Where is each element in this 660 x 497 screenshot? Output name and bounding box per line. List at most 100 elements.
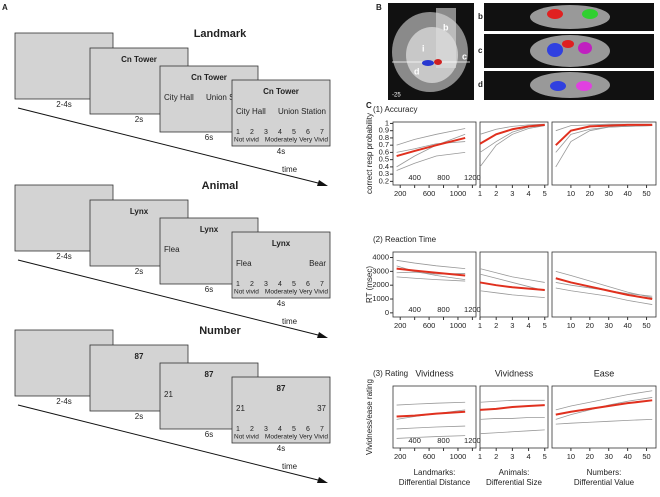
series-line xyxy=(396,425,466,430)
scale-anchor: Not vivid xyxy=(234,434,259,441)
time-arrow xyxy=(17,107,323,185)
series-line xyxy=(479,123,545,145)
row-heading: (1) Accuracy xyxy=(373,105,417,114)
scale-number: 6 xyxy=(306,426,310,433)
series-line xyxy=(479,268,545,283)
series-line xyxy=(396,267,466,277)
option: 21 xyxy=(164,390,173,399)
duration: 2-4s xyxy=(56,397,72,406)
brain-c xyxy=(530,35,610,67)
brain-d xyxy=(530,72,610,98)
panel-letter: B xyxy=(376,3,382,12)
scale-number: 4 xyxy=(278,426,282,433)
series-line xyxy=(479,429,545,435)
plot-frame xyxy=(392,121,477,186)
scale-number: 3 xyxy=(264,129,268,136)
scale-number: 4 xyxy=(278,129,282,136)
roi-label: d xyxy=(414,66,420,76)
scale-anchor: Very Vivid xyxy=(299,289,328,296)
y-tick-label: 0.2 xyxy=(379,176,389,185)
x-axis-label: Differential Size xyxy=(486,478,542,487)
series-line xyxy=(479,123,545,135)
scale-number: 5 xyxy=(292,426,296,433)
y-tick-label: 1 xyxy=(385,118,389,127)
cue: 87 xyxy=(277,384,286,393)
x-axis-label: Numbers: xyxy=(587,468,622,477)
plot-frame xyxy=(479,121,549,186)
scale-anchor: Very Vivid xyxy=(299,137,328,144)
x-axis-label: Landmarks: xyxy=(414,468,456,477)
time-label: time xyxy=(282,165,298,174)
x-tick-label: 50 xyxy=(642,189,650,198)
series-line xyxy=(555,123,653,146)
cue: Lynx xyxy=(272,239,291,248)
x-tick-label: 4 xyxy=(526,189,530,198)
roi xyxy=(582,9,598,19)
arrow-head xyxy=(317,332,328,338)
duration: 2-4s xyxy=(56,100,72,109)
series-line xyxy=(479,290,545,299)
duration: 4s xyxy=(277,147,285,156)
series-line xyxy=(555,125,653,153)
option: Union Station xyxy=(278,107,326,116)
y-tick-label: 2000 xyxy=(372,280,389,289)
cue: 87 xyxy=(205,370,214,379)
x-tick-label: 10 xyxy=(567,321,575,330)
series-line xyxy=(555,399,653,416)
x-tick-label: 10 xyxy=(567,452,575,461)
tile-label: c xyxy=(478,46,483,55)
x-tick-label: 30 xyxy=(605,321,613,330)
scale-number: 2 xyxy=(250,281,254,288)
cue: Lynx xyxy=(200,225,219,234)
x-tick-label: 800 xyxy=(437,436,450,445)
x-axis-label: Animals: xyxy=(499,468,530,477)
arrow-head xyxy=(317,180,328,186)
duration: 6s xyxy=(205,133,213,142)
x-tick-label: 200 xyxy=(394,189,407,198)
series-line xyxy=(479,399,545,403)
x-tick-label: 30 xyxy=(605,452,613,461)
cue: Lynx xyxy=(130,207,149,216)
brain-b xyxy=(530,5,610,29)
option: Union Station xyxy=(206,93,254,102)
series-line xyxy=(555,287,653,305)
scale-number: 3 xyxy=(264,426,268,433)
y-tick-label: 0.9 xyxy=(379,126,389,135)
x-tick-label: 1200 xyxy=(464,305,481,314)
y-tick-label: 0 xyxy=(385,308,389,317)
series-line xyxy=(396,259,466,269)
scale-number: 4 xyxy=(278,281,282,288)
roi-box xyxy=(436,8,456,68)
scale-number: 5 xyxy=(292,281,296,288)
x-tick-label: 4 xyxy=(526,321,530,330)
duration: 2s xyxy=(135,412,143,421)
row-heading: (2) Reaction Time xyxy=(373,235,437,244)
panel-letter: C xyxy=(366,101,372,110)
scale-anchor: Not vivid xyxy=(234,137,259,144)
scale-number: 3 xyxy=(264,281,268,288)
x-tick-label: 5 xyxy=(543,189,547,198)
roi xyxy=(547,9,563,19)
x-axis-label: Differential Distance xyxy=(399,478,471,487)
section-title: Number xyxy=(199,325,241,337)
x-axis-label: Differential Value xyxy=(574,478,635,487)
section-title: Animal xyxy=(202,180,239,192)
x-tick-label: 40 xyxy=(623,321,631,330)
x-tick-label: 50 xyxy=(642,452,650,461)
scale-number: 7 xyxy=(320,129,324,136)
x-tick-label: 1 xyxy=(478,321,482,330)
x-tick-label: 3 xyxy=(510,452,514,461)
tile-label: b xyxy=(478,12,483,21)
scale-number: 2 xyxy=(250,129,254,136)
y-tick-label: 0.8 xyxy=(379,133,389,142)
x-tick-label: 400 xyxy=(408,173,421,182)
series-line xyxy=(396,435,466,439)
y-tick-label: 0.7 xyxy=(379,140,389,149)
roi-label: i xyxy=(422,43,425,53)
x-tick-label: 2 xyxy=(494,189,498,198)
x-tick-label: 3 xyxy=(510,189,514,198)
screen xyxy=(231,231,331,299)
series-line xyxy=(555,397,653,420)
series-line xyxy=(396,276,466,282)
y-axis-label: correct resp probability xyxy=(365,113,374,194)
